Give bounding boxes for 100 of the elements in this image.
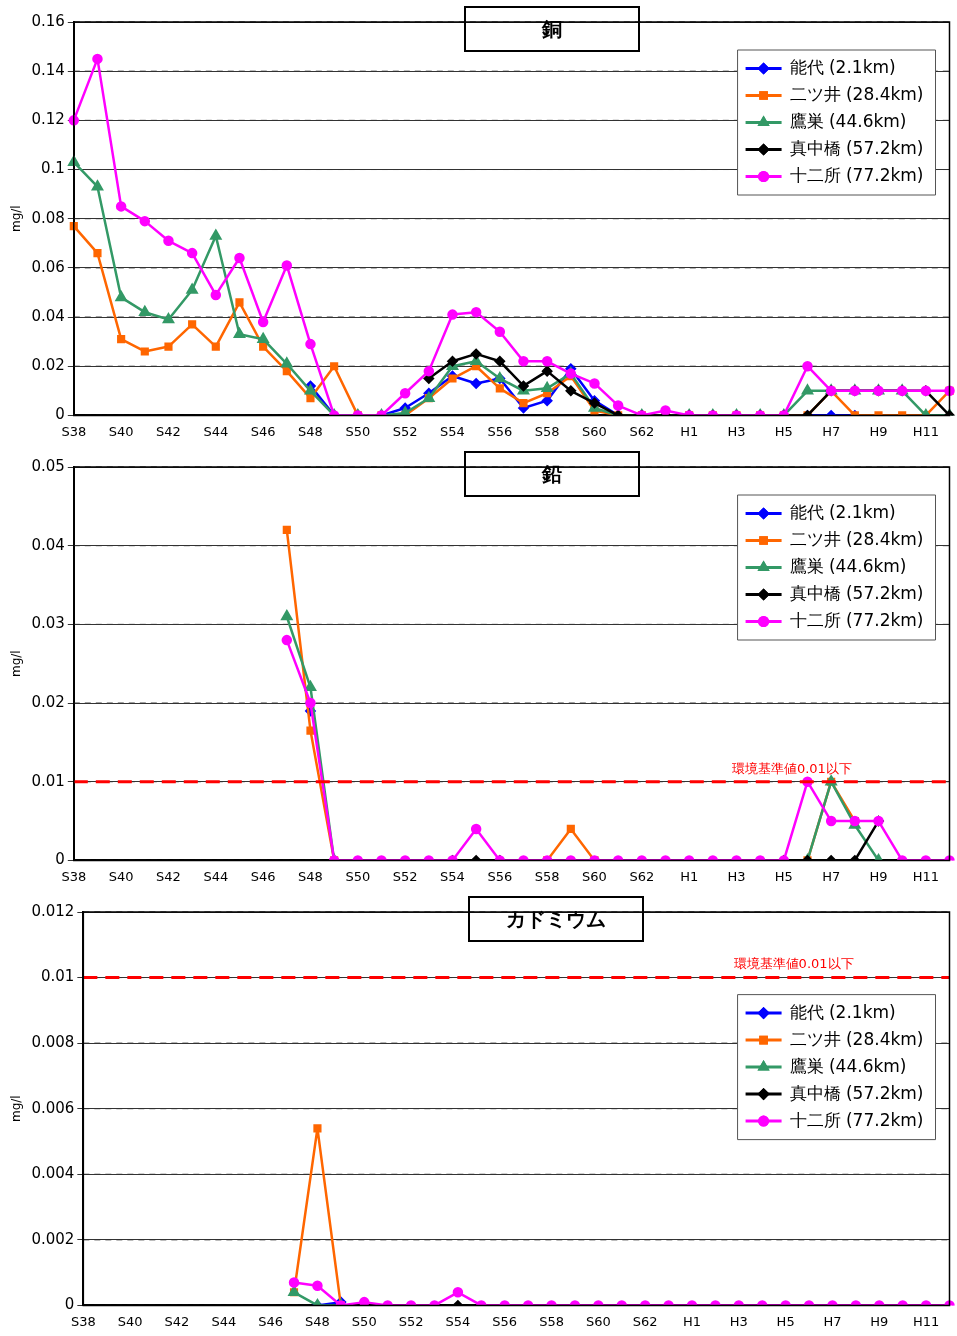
y-tick-label: 0 — [55, 405, 65, 424]
x-tick-label: H9 — [869, 868, 888, 884]
x-tick-label: S62 — [632, 1313, 658, 1329]
x-tick-label: S54 — [445, 1313, 471, 1329]
legend-label: 真中橋 (57.2km) — [789, 1082, 924, 1103]
legend-label: 十二所 (77.2km) — [789, 1109, 924, 1130]
x-tick-label: S50 — [345, 868, 371, 884]
x-tick-label: S40 — [108, 868, 134, 884]
x-tick-label: H3 — [729, 1313, 748, 1329]
y-tick-label: 0.006 — [31, 1098, 75, 1117]
x-tick-label: H7 — [822, 423, 841, 439]
x-tick-label: S44 — [203, 868, 229, 884]
x-tick-label: S50 — [345, 423, 371, 439]
x-tick-label: H1 — [680, 423, 699, 439]
legend-label: 鷹巣 (44.6km) — [789, 555, 907, 576]
y-tick-label: 0.012 — [31, 901, 75, 920]
y-tick-label: 0.12 — [31, 110, 65, 129]
legend-label: 鷹巣 (44.6km) — [789, 1055, 907, 1076]
y-tick-label: 0.02 — [31, 692, 65, 711]
x-tick-label: S44 — [211, 1313, 237, 1329]
legend-label: 真中橋 (57.2km) — [789, 582, 924, 603]
x-tick-label: S58 — [534, 868, 560, 884]
x-tick-label: S48 — [305, 1313, 330, 1329]
y-tick-label: 0.06 — [31, 257, 65, 276]
x-tick-label: S54 — [440, 868, 465, 884]
x-tick-label: H5 — [774, 423, 793, 439]
y-axis-title: mg/l — [9, 205, 24, 233]
x-tick-label: S46 — [258, 1313, 284, 1329]
x-tick-label: S40 — [108, 423, 134, 439]
x-tick-label: S62 — [629, 423, 655, 439]
legend-label: 十二所 (77.2km) — [789, 609, 924, 630]
y-tick-label: 0 — [64, 1295, 75, 1314]
chart-title: カドミウム — [468, 896, 645, 942]
x-tick-label: S60 — [585, 1313, 611, 1329]
x-tick-label: S42 — [156, 868, 181, 884]
x-tick-label: S44 — [203, 423, 229, 439]
y-tick-label: 0.002 — [31, 1229, 75, 1248]
y-tick-label: 0.004 — [31, 1164, 75, 1183]
x-tick-label: S48 — [298, 868, 323, 884]
x-tick-label: S60 — [582, 868, 607, 884]
y-tick-label: 0.04 — [31, 306, 65, 325]
x-tick-label: S56 — [487, 423, 513, 439]
x-tick-label: H5 — [774, 868, 793, 884]
x-tick-label: S46 — [250, 868, 276, 884]
x-tick-label: S40 — [117, 1313, 143, 1329]
x-tick-label: H5 — [776, 1313, 795, 1329]
x-tick-label: S56 — [492, 1313, 518, 1329]
legend-label: 二ツ井 (28.4km) — [789, 528, 924, 549]
legend-label: 二ツ井 (28.4km) — [789, 83, 924, 104]
y-axis-title: mg/l — [9, 650, 24, 678]
legend-label: 能代 (2.1km) — [789, 501, 896, 522]
x-tick-label: H7 — [823, 1313, 842, 1329]
y-tick-label: 0.01 — [31, 771, 65, 790]
x-tick-label: S50 — [351, 1313, 377, 1329]
x-tick-label: S60 — [582, 423, 607, 439]
y-tick-label: 0.05 — [31, 456, 65, 475]
x-tick-label: H11 — [912, 868, 939, 884]
y-axis-title: mg/l — [9, 1095, 24, 1123]
x-tick-label: H11 — [912, 1313, 940, 1329]
x-tick-label: S58 — [534, 423, 560, 439]
x-tick-label: S52 — [398, 1313, 424, 1329]
y-tick-label: 0.01 — [40, 967, 75, 986]
x-tick-label: H1 — [682, 1313, 702, 1329]
y-tick-label: 0.1 — [40, 159, 65, 178]
x-tick-label: S54 — [440, 423, 465, 439]
x-tick-label: S58 — [539, 1313, 564, 1329]
x-tick-label: S42 — [156, 423, 181, 439]
x-tick-label: S56 — [487, 868, 513, 884]
x-tick-label: S38 — [61, 423, 87, 439]
y-tick-label: 0.03 — [31, 614, 65, 633]
x-tick-label: S52 — [392, 868, 418, 884]
x-tick-label: S52 — [392, 423, 418, 439]
x-tick-label: H3 — [727, 423, 746, 439]
y-tick-label: 0.08 — [31, 208, 65, 227]
y-tick-label: 0.008 — [31, 1033, 75, 1052]
x-tick-label: S38 — [70, 1313, 96, 1329]
ref-line-label: 環境基準値0.01以下 — [731, 760, 852, 776]
chart-title: 鉛 — [463, 451, 640, 497]
y-tick-label: 0.02 — [31, 356, 65, 375]
y-tick-label: 0.04 — [31, 535, 65, 554]
x-tick-label: H9 — [869, 423, 888, 439]
chart-title: 銅 — [463, 6, 640, 52]
legend-label: 能代 (2.1km) — [789, 56, 896, 77]
x-tick-label: H9 — [870, 1313, 889, 1329]
x-tick-label: H1 — [680, 868, 699, 884]
legend-label: 二ツ井 (28.4km) — [789, 1028, 924, 1049]
legend-label: 能代 (2.1km) — [789, 1001, 896, 1022]
x-tick-label: S48 — [298, 423, 323, 439]
legend-label: 真中橋 (57.2km) — [789, 137, 924, 158]
y-tick-label: 0.16 — [31, 11, 65, 30]
x-tick-label: H3 — [727, 868, 746, 884]
x-tick-label: H7 — [822, 868, 841, 884]
ref-line-label: 環境基準値0.01以下 — [733, 956, 854, 972]
x-tick-label: S38 — [61, 868, 87, 884]
x-tick-label: S62 — [629, 868, 655, 884]
x-tick-label: H11 — [912, 423, 939, 439]
y-tick-label: 0 — [55, 850, 65, 869]
x-tick-label: S42 — [164, 1313, 190, 1329]
legend-label: 鷹巣 (44.6km) — [789, 110, 907, 131]
x-tick-label: S46 — [250, 423, 276, 439]
